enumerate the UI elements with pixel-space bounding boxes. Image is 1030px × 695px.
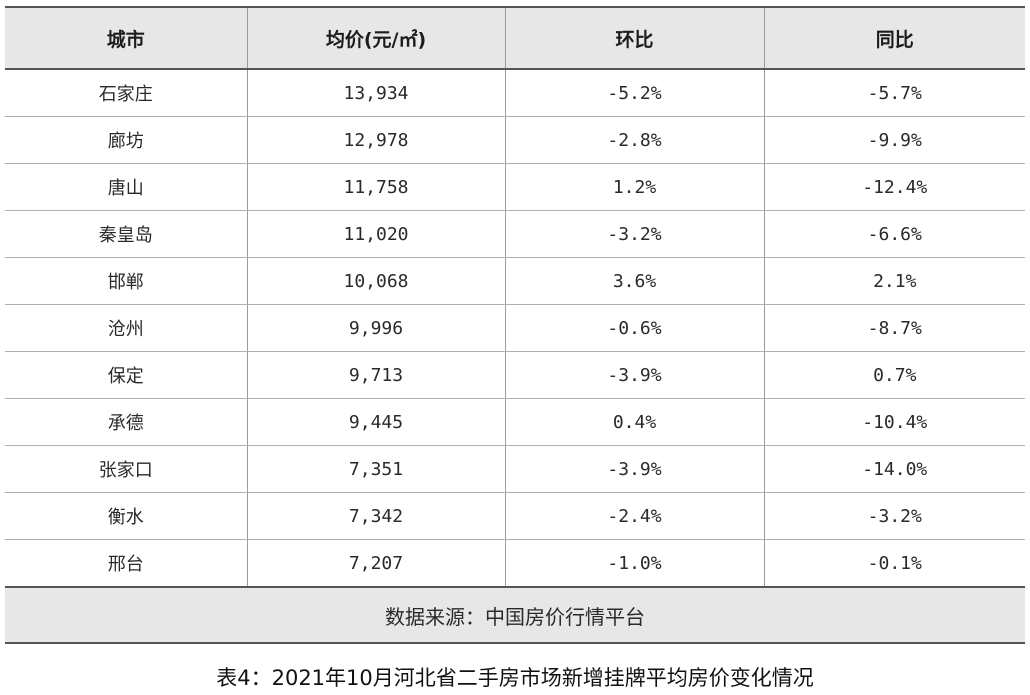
cell-city: 承德 xyxy=(5,398,247,446)
cell-yoy: -6.6% xyxy=(763,210,1025,258)
table-header-row: 城市 均价(元/㎡) 环比 同比 xyxy=(5,6,1025,70)
table-row: 唐山 11,758 1.2% -12.4% xyxy=(5,163,1025,211)
table-row: 衡水 7,342 -2.4% -3.2% xyxy=(5,492,1025,540)
header-city: 城市 xyxy=(5,6,247,70)
table-row: 石家庄 13,934 -5.2% -5.7% xyxy=(5,69,1025,117)
cell-avg-price: 9,996 xyxy=(246,304,505,352)
cell-yoy: -12.4% xyxy=(763,163,1025,211)
table-row: 邯郸 10,068 3.6% 2.1% xyxy=(5,257,1025,305)
cell-mom: -3.9% xyxy=(504,445,764,493)
price-table: 城市 均价(元/㎡) 环比 同比 石家庄 13,934 -5.2% -5.7% … xyxy=(5,6,1025,588)
cell-city: 保定 xyxy=(5,351,247,399)
table-caption: 表4：2021年10月河北省二手房市场新增挂牌平均房价变化情况 xyxy=(216,666,814,690)
cell-avg-price: 11,758 xyxy=(246,163,505,211)
cell-city: 衡水 xyxy=(5,492,247,540)
cell-yoy: -9.9% xyxy=(763,116,1025,164)
cell-yoy: 0.7% xyxy=(763,351,1025,399)
cell-city: 邢台 xyxy=(5,539,247,588)
cell-mom: 3.6% xyxy=(504,257,764,305)
table-row: 沧州 9,996 -0.6% -8.7% xyxy=(5,304,1025,352)
cell-mom: -3.2% xyxy=(504,210,764,258)
cell-mom: -5.2% xyxy=(504,69,764,117)
table-row: 廊坊 12,978 -2.8% -9.9% xyxy=(5,116,1025,164)
cell-mom: -3.9% xyxy=(504,351,764,399)
cell-city: 石家庄 xyxy=(5,69,247,117)
price-table-container: 城市 均价(元/㎡) 环比 同比 石家庄 13,934 -5.2% -5.7% … xyxy=(5,6,1025,644)
cell-avg-price: 10,068 xyxy=(246,257,505,305)
cell-avg-price: 7,342 xyxy=(246,492,505,540)
cell-city: 廊坊 xyxy=(5,116,247,164)
cell-city: 唐山 xyxy=(5,163,247,211)
table-row: 邢台 7,207 -1.0% -0.1% xyxy=(5,539,1025,588)
cell-city: 邯郸 xyxy=(5,257,247,305)
cell-city: 张家口 xyxy=(5,445,247,493)
cell-yoy: -14.0% xyxy=(763,445,1025,493)
cell-avg-price: 9,445 xyxy=(246,398,505,446)
cell-avg-price: 11,020 xyxy=(246,210,505,258)
table-row: 张家口 7,351 -3.9% -14.0% xyxy=(5,445,1025,493)
table-row: 保定 9,713 -3.9% 0.7% xyxy=(5,351,1025,399)
cell-mom: -1.0% xyxy=(504,539,764,588)
cell-yoy: -8.7% xyxy=(763,304,1025,352)
cell-avg-price: 7,207 xyxy=(246,539,505,588)
cell-mom: -2.4% xyxy=(504,492,764,540)
data-source-note: 数据来源：中国房价行情平台 xyxy=(5,588,1025,644)
cell-mom: -2.8% xyxy=(504,116,764,164)
header-mom: 环比 xyxy=(504,6,764,70)
cell-yoy: -3.2% xyxy=(763,492,1025,540)
cell-mom: 0.4% xyxy=(504,398,764,446)
cell-city: 沧州 xyxy=(5,304,247,352)
cell-avg-price: 7,351 xyxy=(246,445,505,493)
table-row: 秦皇岛 11,020 -3.2% -6.6% xyxy=(5,210,1025,258)
header-yoy: 同比 xyxy=(763,6,1025,70)
header-avg-price: 均价(元/㎡) xyxy=(246,6,505,70)
cell-mom: 1.2% xyxy=(504,163,764,211)
cell-avg-price: 12,978 xyxy=(246,116,505,164)
cell-yoy: -0.1% xyxy=(763,539,1025,588)
cell-avg-price: 9,713 xyxy=(246,351,505,399)
cell-city: 秦皇岛 xyxy=(5,210,247,258)
cell-yoy: -5.7% xyxy=(763,69,1025,117)
cell-yoy: -10.4% xyxy=(763,398,1025,446)
cell-mom: -0.6% xyxy=(504,304,764,352)
cell-yoy: 2.1% xyxy=(763,257,1025,305)
cell-avg-price: 13,934 xyxy=(246,69,505,117)
table-row: 承德 9,445 0.4% -10.4% xyxy=(5,398,1025,446)
